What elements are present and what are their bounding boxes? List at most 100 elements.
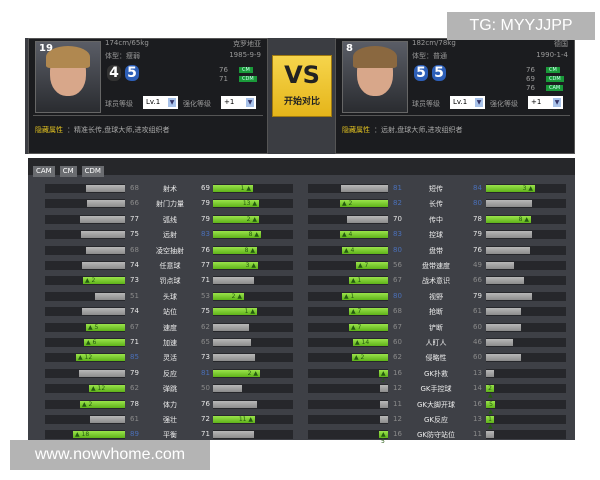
stat-name: GK手控球 — [420, 385, 452, 394]
left-stat-value: 56 — [393, 261, 402, 269]
nationality: 德国 — [554, 40, 568, 48]
traits-label: 隐藏属性 — [342, 126, 370, 134]
enhance-value: +1 — [224, 98, 235, 106]
stat-fill — [486, 369, 494, 377]
stat-gain-fill: ▲ 5 — [86, 323, 125, 331]
stat-bar: ▲ 7 — [308, 307, 388, 317]
stat-bar: ▲ 7 — [308, 322, 388, 332]
player-photo: 8 — [342, 41, 408, 113]
tab-cdm[interactable]: CDM — [81, 166, 104, 177]
right-stat-value: 11 — [473, 430, 482, 439]
gain-value: ▲ 12 — [78, 354, 93, 362]
left-stat-value: 70 — [393, 214, 402, 223]
stat-name: 战术意识 — [422, 277, 450, 286]
stat-bar: ▲ 18 — [45, 430, 125, 440]
start-compare-button[interactable]: VS 开始对比 — [272, 55, 332, 117]
body-type: 体型：普通 — [412, 52, 447, 60]
divider — [340, 115, 570, 116]
stat-bar — [45, 261, 125, 270]
stat-bar — [308, 415, 388, 424]
gain-value: ▲ 6 — [86, 339, 97, 346]
right-stat-value: 62 — [201, 322, 210, 331]
right-stat-value: 79 — [473, 230, 482, 239]
left-stat-value: 85 — [130, 353, 139, 362]
right-stat-value: 84 — [473, 184, 482, 192]
right-stat-value: 16 — [473, 399, 482, 408]
gain-value: ▲ 5 — [381, 431, 386, 446]
level-select[interactable]: Lv.1 ▼ — [143, 96, 178, 109]
stat-fill — [213, 277, 254, 285]
right-stat-value: 78 — [473, 214, 482, 223]
position-badge: CDM — [546, 76, 564, 82]
position-badge: CDM — [239, 76, 257, 82]
level-label: 球员等级 — [412, 100, 440, 108]
gain-value: 2 ▲ — [231, 292, 242, 300]
stat-bar: ▲ 1 — [308, 291, 388, 301]
right-stat-value: 71 — [201, 276, 210, 285]
stat-bar — [45, 307, 125, 317]
tab-cm[interactable]: CM — [59, 166, 77, 177]
gain-value: ▲ 2 — [85, 277, 96, 285]
enhance-select[interactable]: +1 ▼ — [221, 96, 256, 109]
stat-bar: ▲ 4 — [308, 245, 388, 255]
chevron-down-icon: ▼ — [553, 98, 561, 107]
stat-bar: ▲ 1 — [308, 276, 388, 286]
gain-value: ▲ 1 — [351, 277, 362, 285]
stat-bar: ▲ 2 — [45, 399, 125, 409]
left-stat-value: 74 — [130, 261, 139, 269]
stat-bar: ▲ 3 — [308, 368, 388, 384]
right-stat-value: 79 — [201, 199, 210, 208]
stat-gain-fill: ▲ 7 — [349, 308, 388, 316]
stat-name: 铲断 — [429, 323, 443, 332]
stat-fill — [380, 416, 388, 423]
stat-fill — [486, 262, 514, 269]
stat-bar — [45, 368, 125, 378]
stat-fill — [86, 246, 125, 254]
position-rating: 76 — [219, 66, 228, 74]
left-stat-value: 68 — [130, 184, 139, 192]
stat-name: GK防守站位 — [416, 431, 455, 440]
stat-gain-fill: ▲ 7 — [349, 323, 388, 331]
stat-fill — [486, 431, 494, 439]
stat-name: 人盯人 — [425, 339, 447, 347]
gain-value: 8 ▲ — [244, 246, 255, 254]
right-stat-value: 50 — [201, 384, 210, 393]
stat-fill — [486, 246, 530, 254]
left-stat-value: 68 — [130, 245, 139, 254]
skill-rating: 5 — [125, 65, 139, 81]
stat-name: 盘带 — [429, 246, 443, 255]
level-value: Lv.1 — [146, 98, 161, 106]
gain-value: 2 ▲ — [246, 215, 257, 223]
tab-cam[interactable]: CAM — [33, 166, 55, 177]
left-stat-value: 75 — [130, 230, 139, 239]
left-stat-value: 89 — [130, 430, 139, 439]
stat-bar — [45, 199, 125, 209]
right-stat-value: 14 — [473, 384, 482, 393]
stat-fill — [486, 354, 521, 362]
jersey-number: 8 — [346, 43, 353, 54]
left-stat-value: 80 — [393, 291, 402, 300]
stat-gain-fill: ▲ 2 — [352, 354, 388, 362]
stat-bar — [486, 338, 566, 347]
gain-value: ▲ 2 — [354, 354, 365, 362]
stat-gain-fill: 1 ▲ — [213, 308, 257, 316]
left-stat-value: 16 — [393, 430, 402, 439]
gain-value: ▲ 7 — [351, 308, 362, 316]
right-stat-value: 60 — [473, 353, 482, 362]
stat-gain-fill: ▲ 6 — [84, 339, 125, 346]
stat-bar: ▲ 7 — [308, 261, 388, 270]
gain-value: 13 ▲ — [242, 200, 257, 208]
stat-bar — [213, 384, 293, 394]
stat-fill — [486, 277, 524, 285]
level-select[interactable]: Lv.1 ▼ — [450, 96, 485, 109]
enhance-select[interactable]: +1 ▼ — [528, 96, 563, 109]
stat-fill — [82, 262, 125, 269]
stat-bar: ▲ 2 — [45, 276, 125, 286]
stat-bar: ▲ 5 — [308, 430, 388, 445]
stat-bar — [213, 276, 293, 286]
left-stat-value: 67 — [130, 322, 139, 331]
stat-gain-fill: ▲ 12 — [89, 385, 125, 393]
stat-bar — [486, 199, 566, 209]
stat-fill — [95, 292, 125, 300]
right-stat-value: 76 — [473, 245, 482, 254]
